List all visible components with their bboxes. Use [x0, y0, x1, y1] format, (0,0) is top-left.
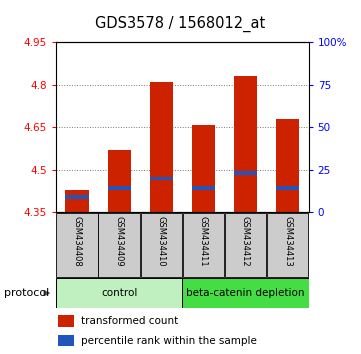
Text: GSM434409: GSM434409	[115, 216, 123, 267]
Text: GSM434413: GSM434413	[283, 216, 292, 267]
Bar	[267, 213, 308, 277]
Bar	[56, 213, 97, 277]
Bar	[58, 315, 74, 327]
Bar	[65, 195, 88, 199]
Bar	[150, 177, 173, 180]
Bar	[225, 213, 266, 277]
Bar	[108, 150, 131, 212]
Text: GSM434410: GSM434410	[157, 216, 166, 267]
Bar	[234, 171, 257, 175]
Bar	[58, 335, 74, 346]
Bar	[192, 187, 215, 190]
Text: transformed count: transformed count	[81, 316, 178, 326]
Bar	[56, 278, 182, 308]
Text: beta-catenin depletion: beta-catenin depletion	[186, 288, 305, 298]
Text: protocol: protocol	[4, 288, 49, 298]
Bar	[182, 278, 309, 308]
Bar	[140, 213, 182, 277]
Text: GSM434408: GSM434408	[73, 216, 82, 267]
Text: GSM434411: GSM434411	[199, 216, 208, 267]
Bar	[108, 187, 131, 190]
Text: GDS3578 / 1568012_at: GDS3578 / 1568012_at	[95, 16, 266, 32]
Bar	[150, 82, 173, 212]
Bar	[192, 125, 215, 212]
Bar	[99, 213, 140, 277]
Text: percentile rank within the sample: percentile rank within the sample	[81, 336, 257, 346]
Bar	[65, 190, 88, 212]
Text: GSM434412: GSM434412	[241, 216, 250, 267]
Bar	[276, 187, 299, 190]
Bar	[276, 119, 299, 212]
Bar	[183, 213, 224, 277]
Bar	[234, 76, 257, 212]
Text: control: control	[101, 288, 137, 298]
